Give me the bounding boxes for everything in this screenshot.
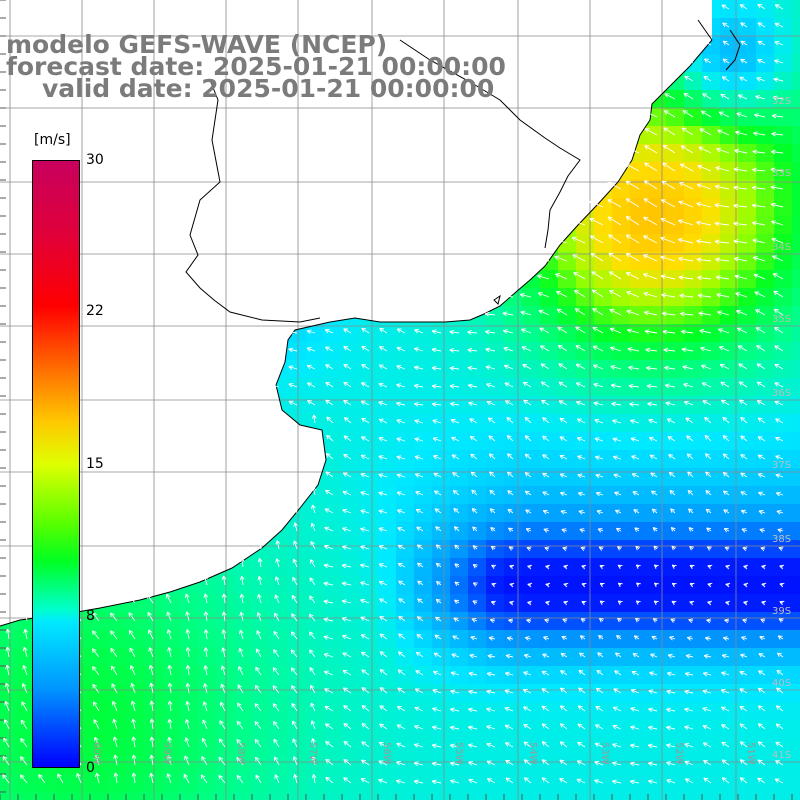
colorbar-unit: [m/s] bbox=[34, 132, 71, 148]
lon-label: 56W bbox=[381, 742, 392, 765]
lat-label: 40S bbox=[772, 678, 791, 689]
coastline bbox=[0, 19, 741, 627]
lon-label: 60W bbox=[91, 742, 102, 765]
colorbar-tick-8: 8 bbox=[86, 608, 95, 624]
colorbar bbox=[32, 160, 80, 768]
lon-label: 58W bbox=[235, 742, 246, 765]
lat-label: 37S bbox=[772, 460, 791, 471]
lat-label: 34S bbox=[772, 242, 791, 253]
lon-label: 55W bbox=[453, 742, 464, 765]
colorbar-tick-0: 0 bbox=[86, 760, 95, 776]
latitude-labels: 32S 33S 34S 35S 36S 37S 38S 39S 40S 41S bbox=[772, 96, 791, 761]
lon-label: 59W bbox=[161, 742, 172, 765]
lat-label: 35S bbox=[772, 314, 791, 325]
valid-date: valid date: 2025-01-21 00:00:00 bbox=[42, 74, 495, 103]
model-title: modelo GEFS-WAVE (NCEP) bbox=[6, 30, 388, 59]
lon-label: 53W bbox=[599, 742, 610, 765]
lon-label: 52W bbox=[673, 742, 684, 765]
lat-label: 33S bbox=[772, 168, 791, 179]
lat-label: 38S bbox=[772, 534, 791, 545]
lat-label: 41S bbox=[772, 750, 791, 761]
lat-label: 39S bbox=[772, 606, 791, 617]
longitude-labels: 60W 59W 58W 57W 56W 55W 54W 53W 52W 51W bbox=[91, 742, 756, 765]
colorbar-tick-30: 30 bbox=[86, 152, 104, 168]
lat-label: 32S bbox=[772, 96, 791, 107]
land-mask bbox=[0, 0, 712, 626]
colorbar-tick-22: 22 bbox=[86, 303, 104, 319]
lat-label: 36S bbox=[772, 388, 791, 399]
forecast-date: forecast date: 2025-01-21 00:00:00 bbox=[6, 52, 506, 81]
colorbar-tick-15: 15 bbox=[86, 456, 104, 472]
lon-label: 54W bbox=[527, 742, 538, 765]
lon-label: 51W bbox=[745, 742, 756, 765]
lon-label: 57W bbox=[307, 742, 318, 765]
